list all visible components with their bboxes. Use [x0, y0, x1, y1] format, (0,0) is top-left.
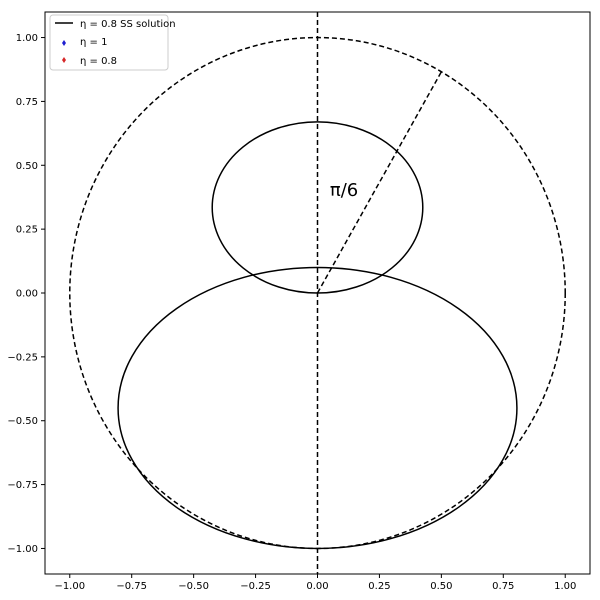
x-tick-label: −0.50 [178, 581, 209, 592]
x-axis: −1.00 −0.75 −0.50 −0.25 0.00 0.25 0.50 0.75 1.00 [54, 574, 576, 592]
legend-entry-eta-1: η = 1 [80, 37, 107, 48]
angle-dashed-line [316, 71, 443, 294]
x-tick-label: 0.75 [492, 581, 514, 592]
y-tick-label: 0.25 [16, 225, 38, 236]
legend: η = 0.8 SS solution η = 1 η = 0.8 [49, 14, 176, 71]
x-tick-label: 0.50 [430, 581, 452, 592]
y-axis: 1.00 0.75 0.50 0.25 0.00 −0.25 −0.50 −0.75 −1.00 [7, 33, 45, 555]
legend-marker-eta-08 [62, 57, 66, 63]
legend-entry-ss-solution: η = 0.8 SS solution [80, 19, 176, 30]
angle-annotation: π/6 [330, 180, 358, 201]
y-tick-label: 0.75 [16, 97, 38, 108]
y-tick-label: 0.00 [16, 289, 38, 300]
y-tick-label: −0.75 [7, 480, 38, 491]
ss-solution-lower-loop [117, 266, 518, 550]
ss-solution-upper-loop [211, 121, 424, 294]
y-tick-label: 1.00 [16, 33, 38, 44]
y-tick-label: 0.50 [16, 161, 38, 172]
y-tick-label: −0.25 [7, 352, 38, 363]
y-tick-label: −1.00 [7, 544, 38, 555]
legend-box [49, 14, 169, 71]
legend-entry-eta-08: η = 0.8 [80, 56, 117, 67]
legend-marker-eta-1 [62, 40, 66, 46]
x-tick-label: −0.75 [116, 581, 147, 592]
x-tick-label: −0.25 [240, 581, 271, 592]
x-tick-label: 0.00 [306, 581, 328, 592]
curves-layer [69, 12, 566, 574]
x-tick-label: 1.00 [554, 581, 576, 592]
x-tick-label: 0.25 [368, 581, 390, 592]
x-tick-label: −1.00 [54, 581, 85, 592]
y-tick-label: −0.50 [7, 416, 38, 427]
